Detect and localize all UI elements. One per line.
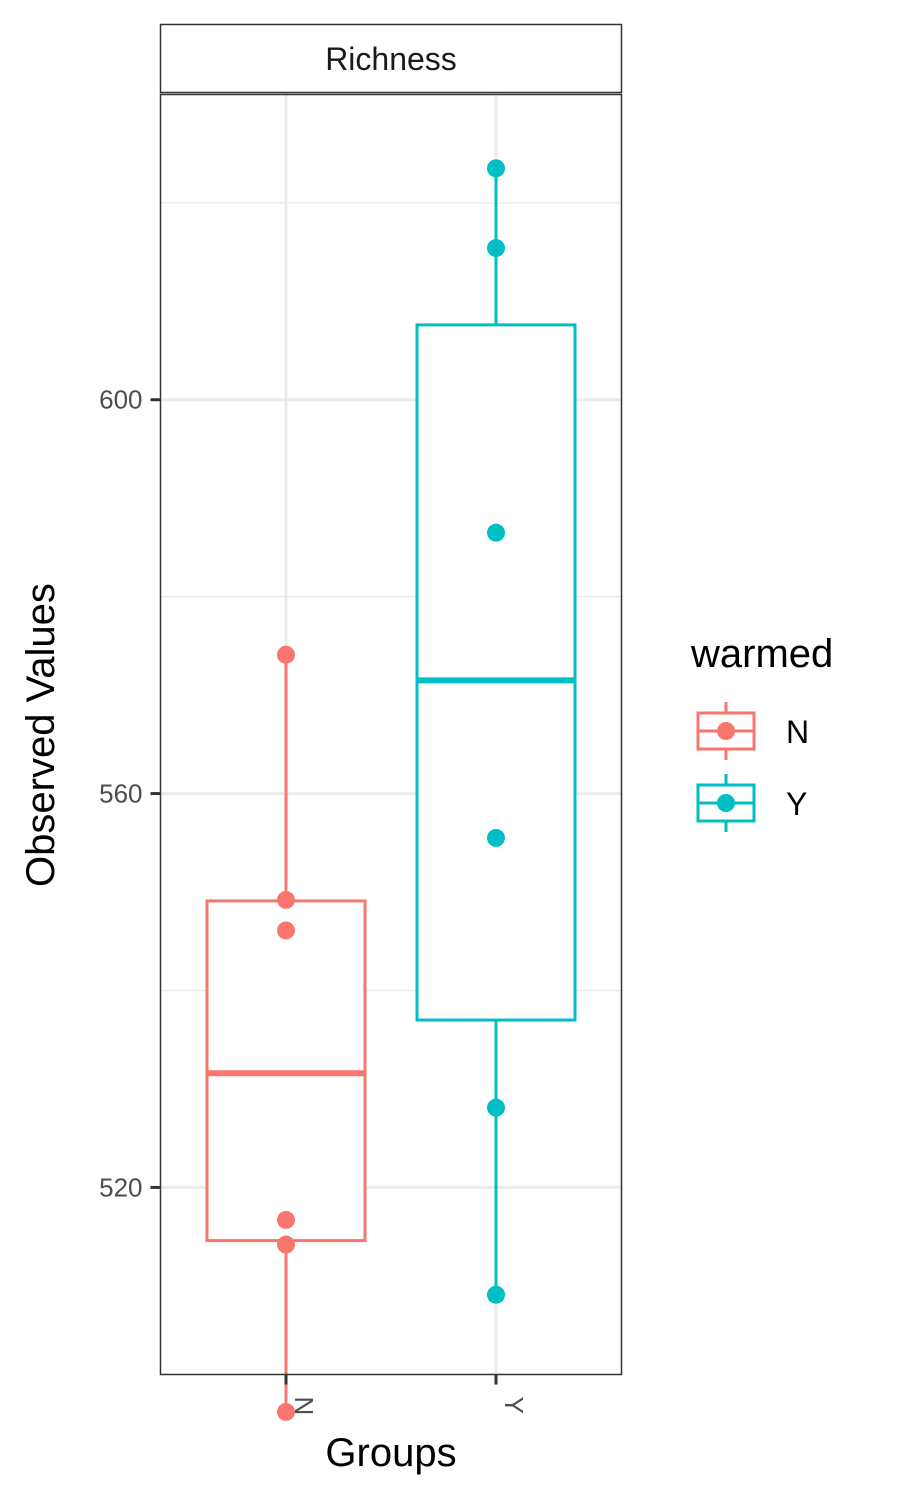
data-point — [487, 159, 505, 178]
data-point — [277, 1235, 295, 1254]
data-point — [487, 239, 505, 258]
y-tick-label: 520 — [99, 1172, 142, 1202]
data-point — [277, 1402, 295, 1421]
data-point — [277, 645, 295, 664]
x-axis-title: Groups — [325, 1431, 456, 1475]
legend-label: N — [786, 714, 809, 750]
panel-border — [159, 93, 623, 1376]
x-tick-label: Y — [499, 1397, 529, 1414]
facet-strip — [159, 23, 623, 94]
legend: NY — [696, 702, 809, 832]
y-axis: 520 560 600 — [99, 385, 161, 1202]
data-point — [277, 1210, 295, 1229]
data-point — [487, 1098, 505, 1117]
boxes — [205, 159, 577, 1421]
y-tick-label: 560 — [99, 779, 142, 809]
data-point — [277, 921, 295, 940]
data-point — [487, 1285, 505, 1304]
y-axis-title: Observed Values — [19, 583, 63, 887]
legend-title: warmed — [690, 632, 833, 676]
facet-title: Richness — [325, 41, 457, 77]
box-iqr — [415, 323, 577, 1022]
legend-key-point — [717, 722, 735, 740]
legend-label: Y — [786, 786, 807, 822]
data-point — [277, 890, 295, 909]
data-point — [487, 523, 505, 542]
data-point — [487, 828, 505, 847]
x-tick-label: N — [289, 1397, 319, 1416]
y-tick-label: 600 — [99, 385, 142, 415]
legend-key-point — [717, 794, 735, 812]
